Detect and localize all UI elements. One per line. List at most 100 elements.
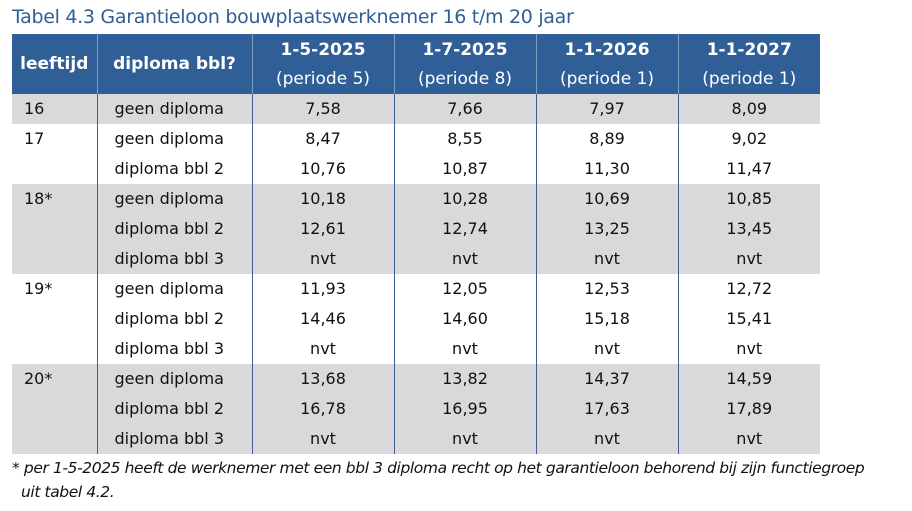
age-cell bbox=[12, 244, 97, 274]
table-row: diploma bbl 2 16,78 16,95 17,63 17,89 bbox=[12, 394, 820, 424]
wage-cell: 13,45 bbox=[677, 214, 820, 244]
age-cell: 20* bbox=[12, 364, 97, 394]
diploma-cell: diploma bbl 3 bbox=[96, 424, 252, 454]
period-label: (periode 1) bbox=[559, 68, 655, 89]
wage-cell: 12,53 bbox=[535, 274, 678, 304]
wage-cell: nvt bbox=[393, 424, 536, 454]
period-label: (periode 8) bbox=[417, 68, 513, 89]
footnote-line-1: * per 1-5-2025 heeft de werknemer met ee… bbox=[12, 459, 865, 477]
wage-cell: 16,95 bbox=[393, 394, 536, 424]
diploma-cell: diploma bbl 2 bbox=[96, 394, 252, 424]
diploma-cell: geen diploma bbox=[96, 274, 252, 304]
age-cell bbox=[12, 334, 97, 364]
wage-cell: 10,87 bbox=[393, 154, 536, 184]
age-cell bbox=[12, 304, 97, 334]
wage-cell: nvt bbox=[251, 424, 394, 454]
period-label: (periode 1) bbox=[702, 68, 797, 89]
wage-cell: 11,30 bbox=[535, 154, 678, 184]
footnote: * per 1-5-2025 heeft de werknemer met ee… bbox=[12, 456, 912, 504]
age-cell bbox=[12, 214, 97, 244]
wage-cell: 8,55 bbox=[393, 124, 536, 154]
wage-cell: 16,78 bbox=[251, 394, 394, 424]
header-age: leeftijd bbox=[12, 34, 97, 94]
wage-cell: nvt bbox=[677, 334, 820, 364]
wage-cell: nvt bbox=[251, 334, 394, 364]
wage-cell: 11,93 bbox=[251, 274, 394, 304]
table-row: diploma bbl 3 nvt nvt nvt nvt bbox=[12, 244, 820, 274]
header-row: leeftijd diploma bbl? 1-5-2025 (periode 5… bbox=[12, 34, 820, 94]
wage-cell: 8,09 bbox=[677, 94, 820, 124]
wage-cell: 7,97 bbox=[535, 94, 678, 124]
diploma-cell: geen diploma bbox=[96, 364, 252, 394]
wage-cell: 8,47 bbox=[251, 124, 394, 154]
age-cell: 19* bbox=[24, 279, 53, 298]
age-cell: 16 bbox=[12, 94, 97, 124]
table-row: 19* geen diploma 11,93 12,05 12,53 12,72 bbox=[12, 274, 820, 304]
wage-cell: nvt bbox=[535, 244, 678, 274]
header-period-1: 1-5-2025 (periode 5) bbox=[251, 34, 394, 94]
wage-cell: 15,41 bbox=[677, 304, 820, 334]
wage-cell: nvt bbox=[677, 244, 820, 274]
table-row: diploma bbl 2 10,76 10,87 11,30 11,47 bbox=[12, 154, 820, 184]
wage-cell: 14,60 bbox=[393, 304, 536, 334]
diploma-cell: diploma bbl 2 bbox=[96, 304, 252, 334]
wage-table: leeftijd diploma bbl? 1-5-2025 (periode 5… bbox=[12, 34, 820, 454]
wage-cell: 14,59 bbox=[677, 364, 820, 394]
table-row: diploma bbl 3 nvt nvt nvt nvt bbox=[12, 334, 820, 364]
wage-cell: 10,76 bbox=[251, 154, 394, 184]
footnote-line-2: uit tabel 4.2. bbox=[21, 483, 115, 501]
age-cell bbox=[12, 424, 97, 454]
wage-cell: nvt bbox=[535, 424, 678, 454]
header-diploma: diploma bbl? bbox=[96, 34, 252, 94]
table-row: diploma bbl 3 nvt nvt nvt nvt bbox=[12, 424, 820, 454]
wage-cell: nvt bbox=[677, 424, 820, 454]
wage-cell: 10,28 bbox=[393, 184, 536, 214]
diploma-cell: diploma bbl 3 bbox=[96, 244, 252, 274]
wage-cell: 13,25 bbox=[535, 214, 678, 244]
wage-cell: nvt bbox=[535, 334, 678, 364]
period-date: 1-1-2026 bbox=[564, 39, 650, 60]
wage-cell: 12,61 bbox=[251, 214, 394, 244]
table-row: 17 geen diploma 8,47 8,55 8,89 9,02 bbox=[12, 124, 820, 154]
diploma-cell: diploma bbl 3 bbox=[96, 334, 252, 364]
diploma-cell: geen diploma bbox=[96, 184, 252, 214]
period-label: (periode 5) bbox=[275, 68, 371, 89]
wage-cell: 7,66 bbox=[393, 94, 536, 124]
age-cell: 17 bbox=[24, 129, 45, 148]
table-row: 20* geen diploma 13,68 13,82 14,37 14,59 bbox=[12, 364, 820, 394]
wage-cell: 14,37 bbox=[535, 364, 678, 394]
header-period-2: 1-7-2025 (periode 8) bbox=[393, 34, 536, 94]
age-cell bbox=[12, 394, 97, 424]
wage-cell: 9,02 bbox=[677, 124, 820, 154]
wage-cell: nvt bbox=[251, 244, 394, 274]
diploma-cell: geen diploma bbox=[96, 124, 252, 154]
wage-cell: 17,89 bbox=[677, 394, 820, 424]
wage-cell: 13,82 bbox=[393, 364, 536, 394]
diploma-cell: geen diploma bbox=[96, 94, 252, 124]
period-date: 1-1-2027 bbox=[706, 39, 792, 60]
wage-cell: 10,69 bbox=[535, 184, 678, 214]
table-row: diploma bbl 2 14,46 14,60 15,18 15,41 bbox=[12, 304, 820, 334]
table-row: diploma bbl 2 12,61 12,74 13,25 13,45 bbox=[12, 214, 820, 244]
wage-cell: nvt bbox=[393, 244, 536, 274]
diploma-cell: diploma bbl 2 bbox=[96, 214, 252, 244]
period-date: 1-7-2025 bbox=[422, 39, 508, 60]
wage-cell: nvt bbox=[393, 334, 536, 364]
table-row: 18* geen diploma 10,18 10,28 10,69 10,85 bbox=[12, 184, 820, 214]
wage-cell: 7,58 bbox=[251, 94, 394, 124]
wage-cell: 12,05 bbox=[393, 274, 536, 304]
wage-cell: 13,68 bbox=[251, 364, 394, 394]
wage-cell: 10,85 bbox=[677, 184, 820, 214]
diploma-cell: diploma bbl 2 bbox=[96, 154, 252, 184]
wage-cell: 12,74 bbox=[393, 214, 536, 244]
header-period-3: 1-1-2026 (periode 1) bbox=[535, 34, 678, 94]
wage-cell: 15,18 bbox=[535, 304, 678, 334]
age-cell bbox=[12, 154, 97, 184]
table-title: Tabel 4.3 Garantieloon bouwplaatswerknem… bbox=[12, 6, 574, 28]
wage-cell: 14,46 bbox=[251, 304, 394, 334]
wage-cell: 11,47 bbox=[677, 154, 820, 184]
header-period-4: 1-1-2027 (periode 1) bbox=[677, 34, 820, 94]
period-date: 1-5-2025 bbox=[280, 39, 366, 60]
table-row: 16 geen diploma 7,58 7,66 7,97 8,09 bbox=[12, 94, 820, 124]
age-cell: 18* bbox=[12, 184, 97, 214]
